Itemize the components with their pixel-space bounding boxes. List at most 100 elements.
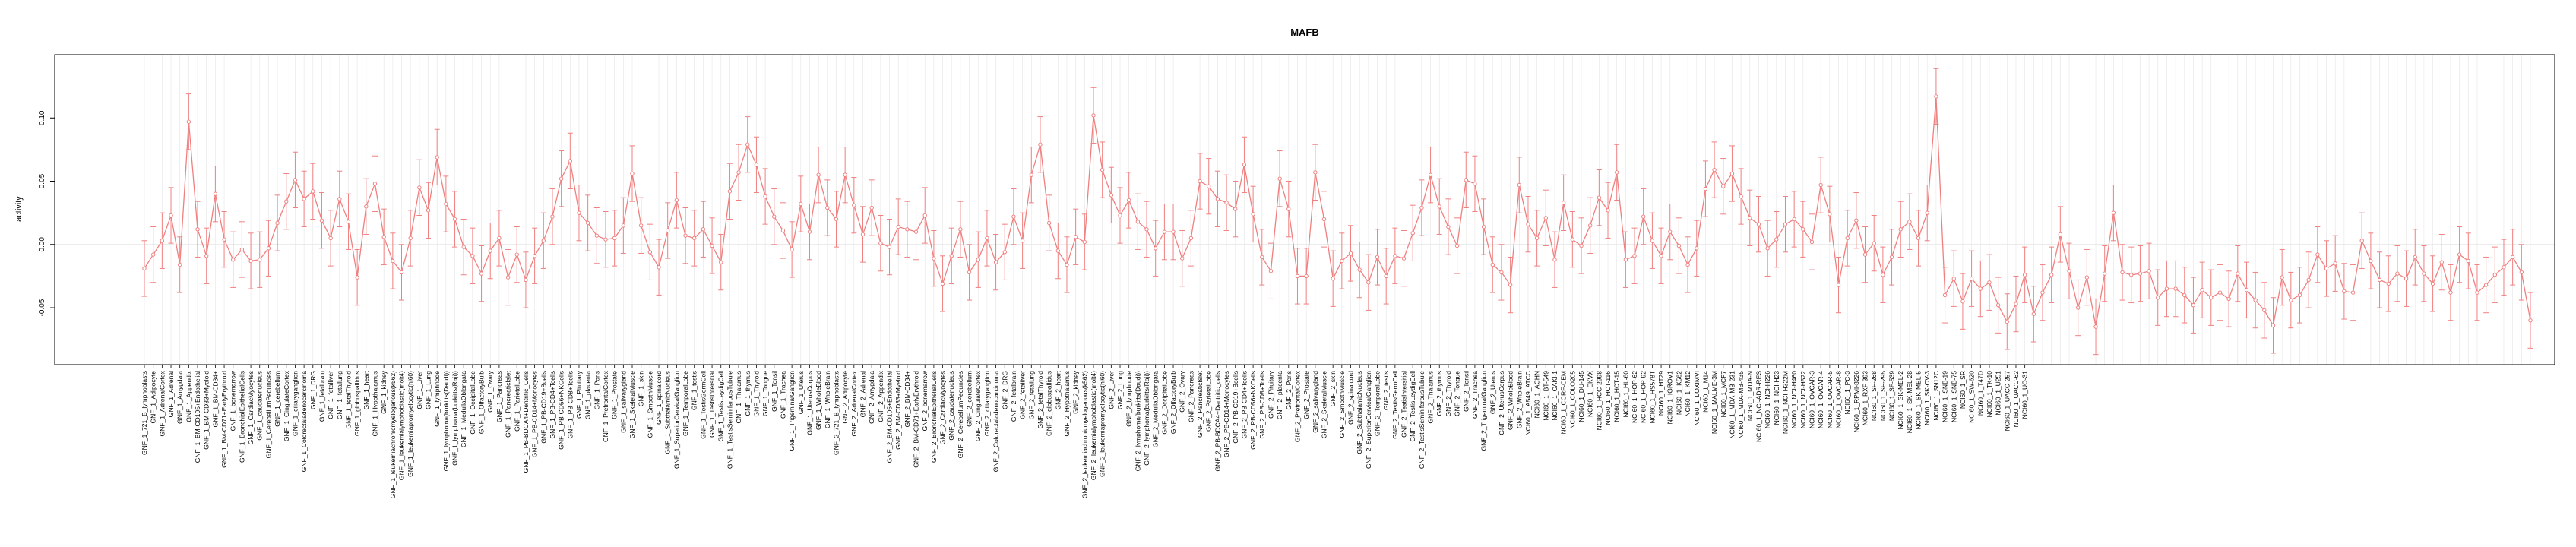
x-tick-label: GNF_2_Adrenal <box>859 371 867 418</box>
data-point <box>2200 288 2204 292</box>
data-point <box>674 198 679 203</box>
data-point <box>2289 298 2293 302</box>
data-point <box>1748 216 1752 220</box>
x-tick-label: NCI60_1_SN12C <box>1932 371 1940 421</box>
data-point <box>293 178 298 182</box>
data-point <box>683 233 688 238</box>
x-tick-label: NCI60_1_SR <box>1959 371 1967 409</box>
data-point <box>1321 217 1327 222</box>
x-tick-label: GNF_1_leukemialymphoblastic(molt4) <box>398 371 406 480</box>
x-tick-label: GNF_2_lymphoma(burkitts(Raji)) <box>1143 371 1150 466</box>
data-point <box>266 246 271 251</box>
data-point <box>1233 207 1238 211</box>
x-tick-label: GNF_1_Tongue <box>761 371 769 416</box>
x-tick-label: GNF_1_BM-CD71+EarlyErythroid <box>220 371 228 468</box>
x-tick-label: GNF_2_721_B_lymphoblasts <box>832 371 840 455</box>
x-tick-label: NCI60_1_UACC-257 <box>2003 371 2011 432</box>
data-point <box>1526 222 1530 226</box>
data-point <box>2147 269 2151 274</box>
x-tick-label: GNF_1_Adrenal <box>167 371 175 418</box>
x-tick-label: GNF_1_Pons <box>593 371 600 410</box>
data-point <box>1854 218 1859 223</box>
data-point <box>2377 277 2382 283</box>
x-tick-label: NCI60_1_COLO205 <box>1568 371 1576 429</box>
data-point <box>1925 210 1929 215</box>
x-tick-label: NCI60_1_HCT-116 <box>1604 371 1612 425</box>
data-point <box>408 236 413 241</box>
x-tick-label: NCI60_1_OVCAR-5 <box>1826 371 1834 428</box>
x-tick-label: GNF_1_PrefrontalCortex <box>602 370 609 442</box>
data-point <box>834 217 839 222</box>
data-point <box>657 265 661 270</box>
data-point <box>2466 258 2470 264</box>
data-point <box>1881 273 1885 277</box>
data-point <box>1517 182 1521 188</box>
x-tick-label: GNF_1_MedullaOblongata <box>460 371 467 447</box>
x-tick-label: NCI60_1_SF-295 <box>1879 371 1887 421</box>
data-point <box>568 159 572 163</box>
x-tick-label: GNF_1_PancreaticIslet <box>505 370 512 438</box>
x-tick-label: GNF_2_BM-CD33+Myeloid <box>894 371 902 450</box>
x-tick-label: GNF_2_Hypothalamus <box>1063 371 1071 436</box>
x-tick-label: NCI60_1_A549_ATCC <box>1524 371 1532 435</box>
data-point <box>772 214 777 219</box>
data-point <box>1446 224 1451 229</box>
data-point <box>1295 274 1300 279</box>
data-point <box>302 197 306 201</box>
x-tick-label: GNF_2_leukemiachronicmyelogenous(k562) <box>1081 371 1088 498</box>
data-point <box>585 220 590 226</box>
x-tick-label: GNF_2_Lung <box>1116 371 1124 409</box>
x-tick-label: NCI60_1_HS578T <box>1648 371 1656 423</box>
data-point <box>2067 269 2071 274</box>
data-point <box>905 227 910 232</box>
data-point <box>1703 186 1708 191</box>
data-point <box>2315 252 2320 257</box>
data-point <box>426 208 431 213</box>
x-tick-label: NCI60_1_T47D <box>1976 371 1984 416</box>
data-point <box>736 170 741 175</box>
plot-frame <box>54 54 2555 365</box>
y-tick-label: 0.00 <box>38 237 46 252</box>
x-tick-label: GNF_1_globuspallidus <box>353 371 361 436</box>
data-point <box>630 171 635 176</box>
data-point <box>2040 290 2045 295</box>
data-point <box>825 205 830 210</box>
data-point <box>878 241 883 245</box>
data-point <box>328 236 333 241</box>
x-tick-label: NCI60_1_DU-145 <box>1578 371 1585 422</box>
data-point <box>1561 201 1566 205</box>
data-point <box>1215 197 1220 201</box>
x-tick-label: GNF_2_globuspallidus <box>1046 371 1053 436</box>
data-point <box>1676 243 1682 248</box>
x-tick-label: GNF_1_salivarygland <box>619 371 627 433</box>
data-point <box>780 228 786 233</box>
x-tick-label: GNF_1_UterusCorpus <box>805 371 813 435</box>
data-point <box>2492 273 2498 277</box>
x-tick-label: GNF_2_Ovary <box>1179 370 1186 413</box>
data-point <box>559 176 564 181</box>
x-tick-label: GNF_1_BM-CD105+Endothelial <box>194 371 201 463</box>
data-point <box>1801 227 1805 232</box>
series-line <box>144 96 2531 327</box>
data-point <box>1366 280 1371 285</box>
x-tick-label: GNF_2_UterusCorpus <box>1498 371 1505 435</box>
data-point <box>2262 308 2267 313</box>
x-tick-label: GNF_1_testis <box>691 371 698 410</box>
data-point <box>1978 286 1983 291</box>
data-point <box>1348 251 1353 256</box>
x-tick-label: GNF_1_Tonsil <box>771 371 778 412</box>
x-tick-label: GNF_1_TestisSeminiferousTubule <box>726 371 733 469</box>
data-point <box>1695 246 1699 251</box>
data-point <box>2138 271 2143 276</box>
data-point <box>1304 274 1309 279</box>
x-tick-label: NCI60_1_EKVX <box>1587 371 1594 417</box>
data-point <box>1995 303 2001 308</box>
x-tick-label: GNF_2_Appendix <box>877 370 885 422</box>
data-point <box>2156 296 2160 300</box>
x-tick-label: GNF_1_fetalliver <box>327 371 334 419</box>
x-tick-label: GNF_1_Uterus <box>797 371 805 414</box>
x-tick-label: GNF_2_CerebellumPeduncles <box>957 371 964 458</box>
data-point <box>1357 267 1362 272</box>
x-tick-label: GNF_2_PB-CD56+NKCells <box>1249 371 1257 450</box>
data-point <box>976 258 980 262</box>
